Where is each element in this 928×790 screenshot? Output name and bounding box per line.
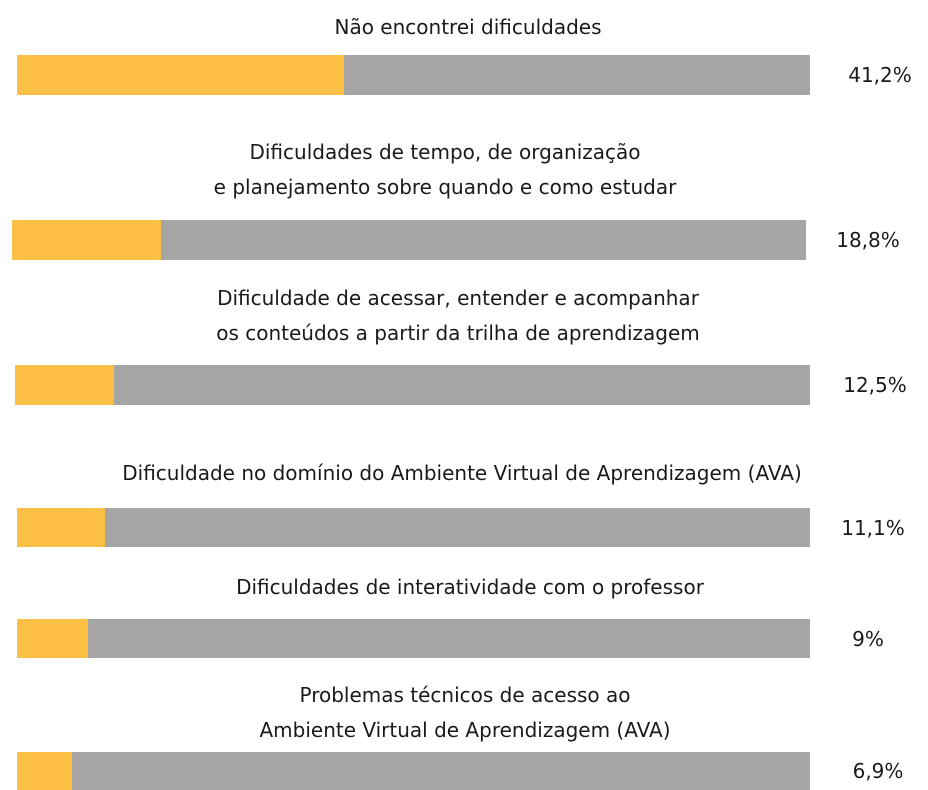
bar bbox=[12, 220, 162, 260]
bar bbox=[17, 752, 72, 790]
bar-track bbox=[17, 508, 810, 547]
category-label: Não encontrei dificuldades bbox=[334, 15, 602, 39]
bar-track bbox=[15, 365, 810, 405]
value-label: 12,5% bbox=[843, 373, 907, 397]
bar-track bbox=[17, 619, 810, 658]
category-label: Dificuldades de tempo, de organização e … bbox=[213, 140, 677, 199]
category-label: Dificuldades de interatividade com o pro… bbox=[236, 575, 704, 599]
value-label: 9% bbox=[852, 626, 884, 651]
value-label: 41,2% bbox=[848, 63, 912, 87]
bar bbox=[17, 55, 344, 95]
category-label: Dificuldade de acessar, entender e acomp… bbox=[216, 286, 700, 345]
category-label: Problemas técnicos de acesso ao Ambiente… bbox=[259, 683, 671, 742]
value-label: 18,8% bbox=[836, 228, 900, 252]
value-label: 6,9% bbox=[852, 759, 904, 783]
category-label: Dificuldade no domínio do Ambiente Virtu… bbox=[122, 461, 802, 485]
bar bbox=[17, 619, 89, 658]
bar bbox=[15, 365, 115, 405]
value-label: 11,1% bbox=[841, 515, 905, 540]
bar bbox=[17, 508, 106, 547]
bar-track bbox=[17, 752, 810, 790]
